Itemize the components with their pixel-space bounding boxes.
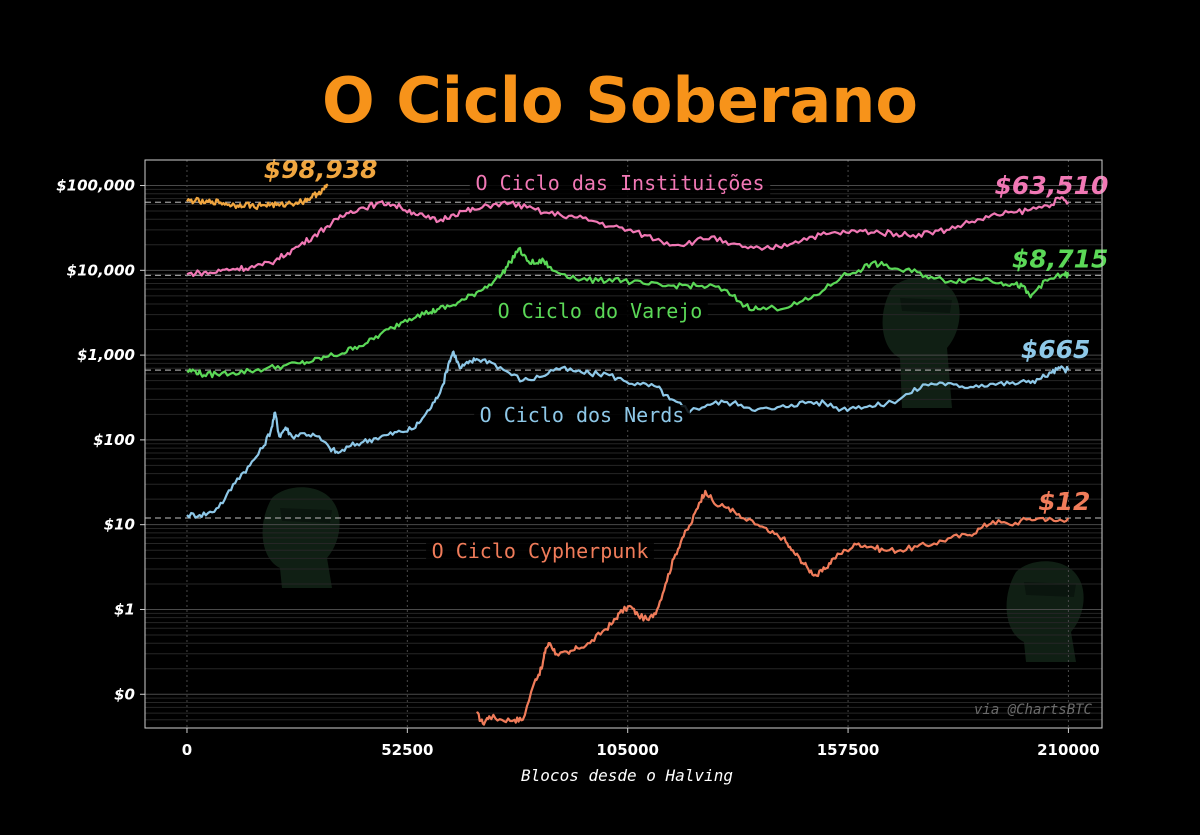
x-tick-label: 157500 [817, 741, 880, 759]
series-end-label: $98,938 [264, 155, 378, 184]
series-line [476, 489, 1070, 726]
x-tick-label: 210000 [1037, 741, 1100, 759]
series-line [186, 246, 1070, 379]
series-name-label: O Ciclo das Instituições [476, 171, 765, 195]
series-lines [186, 183, 1070, 726]
series-name-label: O Ciclo do Varejo [498, 299, 703, 323]
series-end-label: $63,510 [995, 171, 1109, 200]
axis-ticks: $0 $1 $10 $100 $1,000 $10,000 $100,000 0 52500 10… [56, 177, 1099, 759]
x-tick-label: 0 [182, 741, 192, 759]
x-tick-label: 52500 [381, 741, 433, 759]
series-name-label-bg [469, 173, 771, 197]
grid [145, 159, 1102, 729]
y-tick-label: $10,000 [67, 261, 135, 279]
series-name-label: O Ciclo dos Nerds [480, 403, 685, 427]
y-tick-label: $1 [114, 600, 135, 618]
plot-frame [144, 159, 1103, 729]
y-tick-label: $0 [114, 685, 135, 703]
mascot-silhouette-icon [1006, 561, 1084, 662]
x-tick-label: 105000 [596, 741, 659, 759]
series-name-label-bg [426, 541, 654, 565]
watermark-text: via @ChartsBTC [974, 702, 1093, 718]
y-tick-label: $10 [104, 516, 135, 534]
series-end-label: $665 [1021, 335, 1091, 364]
y-tick-label: $100 [93, 431, 135, 449]
x-axis-label: Blocos desde o Halving [521, 766, 733, 785]
mascot-silhouette-icon [882, 277, 960, 408]
series-labels: $12 $665 $8,715 $63,510 $98,938 O Ciclo das I… [264, 155, 1109, 565]
series-name-label-bg [474, 405, 690, 429]
series-name-label: O Ciclo Cypherpunk [432, 539, 649, 563]
y-tick-label: $1,000 [77, 346, 135, 364]
series-name-label-bg [492, 301, 708, 325]
series-end-label: $8,715 [1012, 244, 1108, 273]
y-tick-label: $100,000 [56, 177, 135, 195]
series-line [186, 196, 1070, 278]
series-line [186, 350, 1070, 519]
chart-title: O Ciclo Soberano [322, 64, 918, 137]
series-line [186, 183, 329, 211]
series-end-label: $12 [1038, 487, 1090, 516]
